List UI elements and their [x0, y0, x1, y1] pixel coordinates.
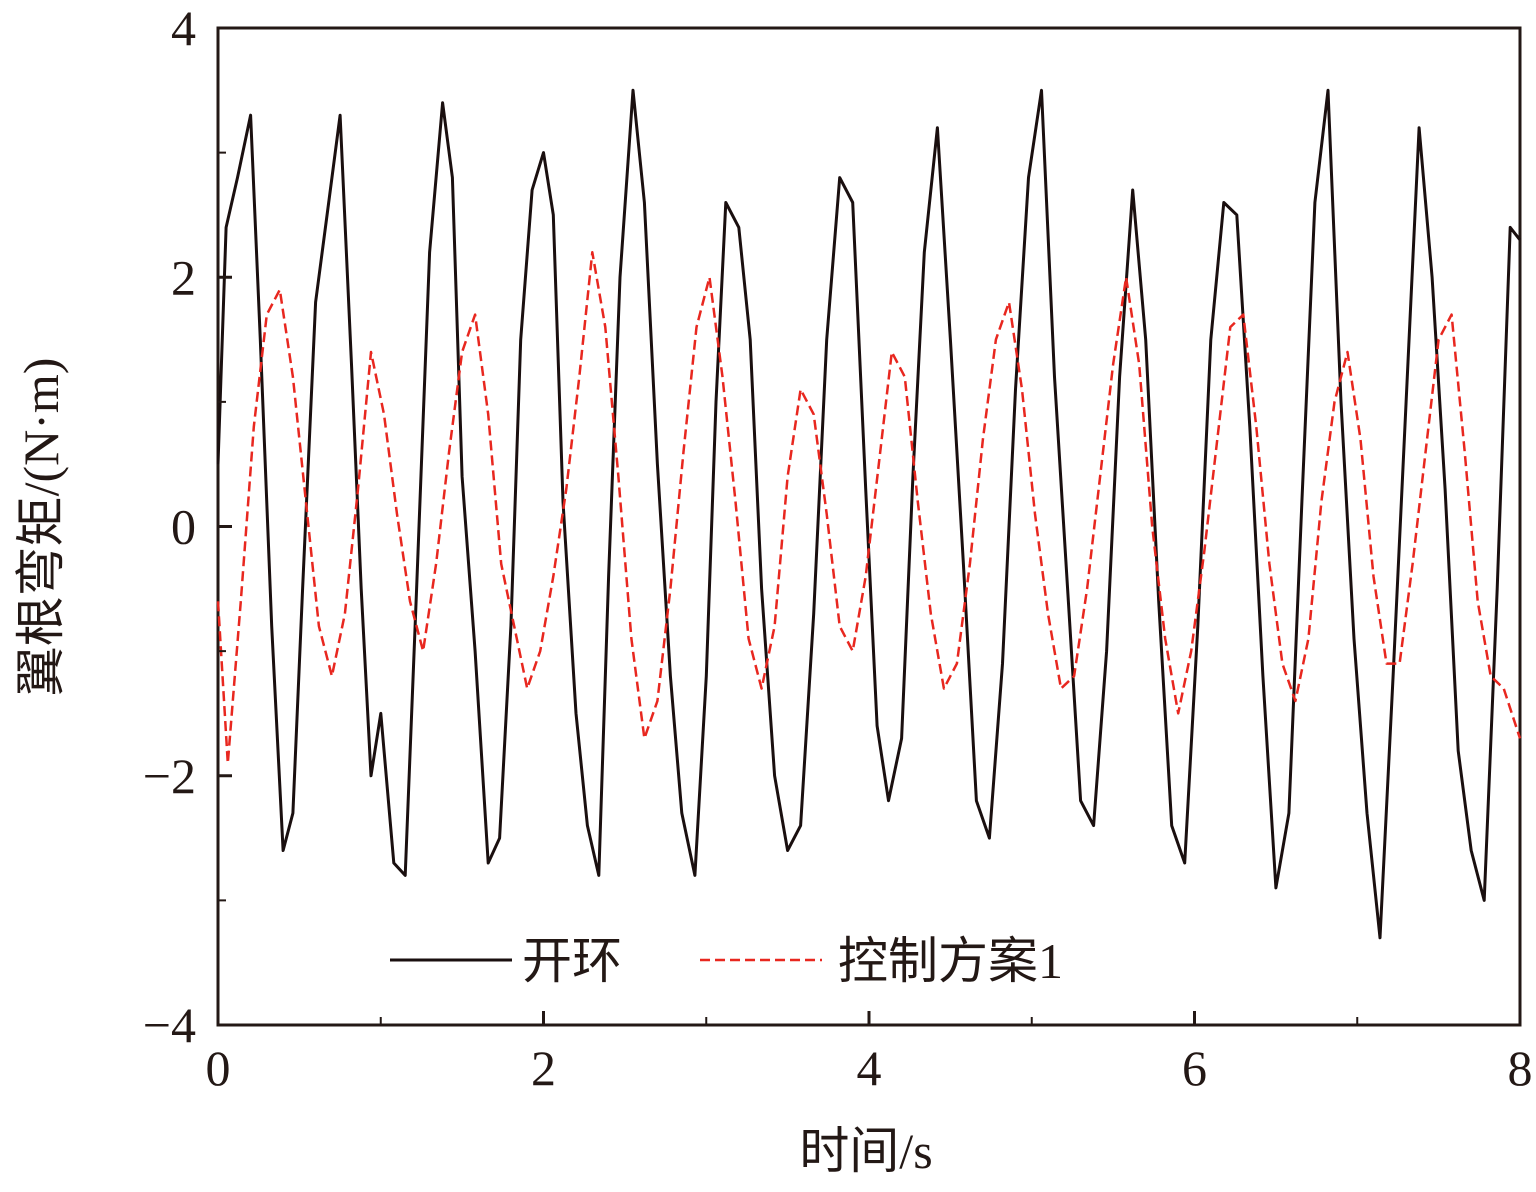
y-tick-label: −2 [143, 748, 196, 804]
y-tick-label: −4 [143, 997, 196, 1053]
series-layer [216, 88, 1522, 940]
ticks-layer [216, 26, 1522, 1027]
y-tick-label: 2 [171, 249, 196, 305]
x-axis-label: 时间/s [799, 1123, 932, 1179]
x-tick-label: 2 [531, 1040, 556, 1096]
x-tick-label: 4 [857, 1040, 882, 1096]
x-tick-label: 6 [1182, 1040, 1207, 1096]
x-tick-label: 0 [206, 1040, 231, 1096]
tick-labels: 0 2 4 6 8 4 2 0 −2 −4 [143, 0, 1533, 1096]
legend-label-control-1: 控制方案1 [838, 933, 1063, 989]
y-axis-label: 翼根弯矩/(N·m) [13, 358, 69, 697]
y-tick-label: 4 [171, 0, 196, 56]
y-tick-label: 0 [171, 499, 196, 555]
x-tick-label: 8 [1508, 1040, 1533, 1096]
plot-area [216, 26, 1522, 1027]
legend: 开环 控制方案1 [390, 933, 1063, 989]
series-line-open-loop [216, 88, 1522, 940]
legend-label-open-loop: 开环 [522, 933, 622, 989]
